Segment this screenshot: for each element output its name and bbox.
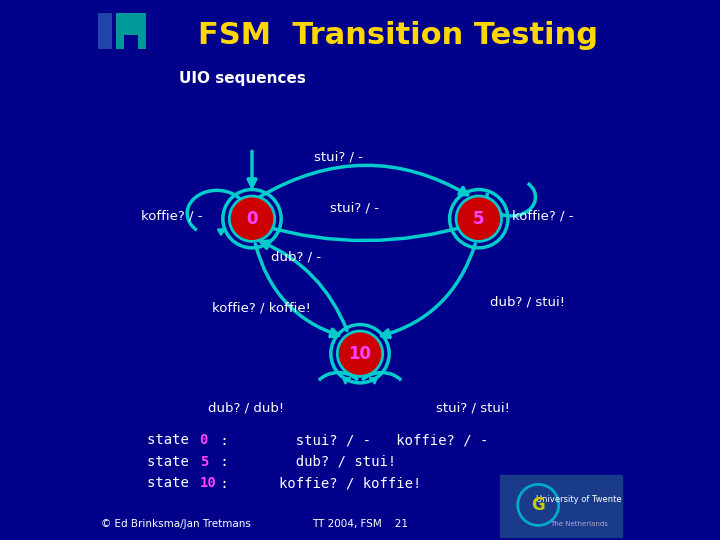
Text: koffie? / -: koffie? / - xyxy=(141,210,203,222)
Text: 10: 10 xyxy=(348,345,372,363)
FancyBboxPatch shape xyxy=(500,475,622,537)
Text: FSM  Transition Testing: FSM Transition Testing xyxy=(198,21,598,50)
Circle shape xyxy=(229,196,275,241)
Text: :        dub? / stui!: : dub? / stui! xyxy=(212,455,396,469)
Text: 5: 5 xyxy=(473,210,485,228)
Text: 5: 5 xyxy=(199,455,208,469)
Text: UIO sequences: UIO sequences xyxy=(179,71,306,86)
Text: stui? / -: stui? / - xyxy=(330,201,379,214)
Text: University of Twente: University of Twente xyxy=(536,495,621,504)
Text: koffie? / koffie!: koffie? / koffie! xyxy=(212,301,310,314)
Text: stui? / stui!: stui? / stui! xyxy=(436,401,510,414)
Text: dub? / dub!: dub? / dub! xyxy=(208,401,284,414)
Text: :        stui? / -   koffie? / -: : stui? / - koffie? / - xyxy=(212,433,488,447)
Text: stui? / -: stui? / - xyxy=(314,150,363,163)
Text: state: state xyxy=(147,433,197,447)
Text: dub? / -: dub? / - xyxy=(271,250,321,263)
Text: state: state xyxy=(147,455,197,469)
Text: 0: 0 xyxy=(246,210,258,228)
Text: :      koffie? / koffie!: : koffie? / koffie! xyxy=(212,476,421,490)
Bar xyxy=(116,14,145,49)
Text: 10: 10 xyxy=(199,476,217,490)
Bar xyxy=(124,35,138,57)
Text: G: G xyxy=(531,496,545,514)
Circle shape xyxy=(456,196,501,241)
Text: state: state xyxy=(147,476,197,490)
Text: dub? / stui!: dub? / stui! xyxy=(490,296,564,309)
Circle shape xyxy=(337,331,383,376)
Text: The Netherlands: The Netherlands xyxy=(550,521,608,527)
Text: © Ed Brinksma/Jan Tretmans: © Ed Brinksma/Jan Tretmans xyxy=(101,519,251,529)
Text: koffie? / -: koffie? / - xyxy=(512,210,573,222)
Text: TT 2004, FSM    21: TT 2004, FSM 21 xyxy=(312,519,408,529)
Text: 0: 0 xyxy=(199,433,208,447)
Bar xyxy=(98,14,112,49)
